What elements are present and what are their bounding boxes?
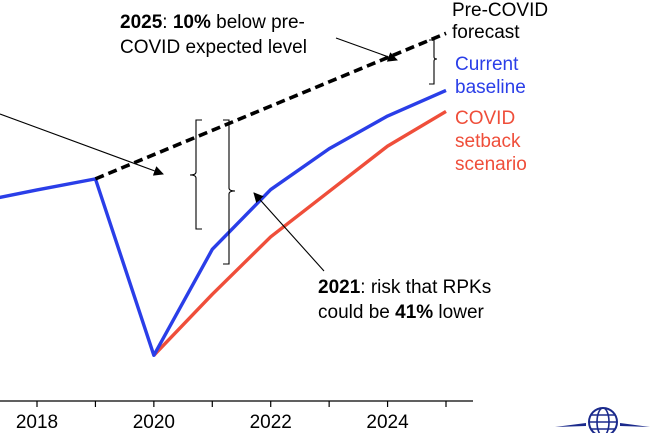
x-tick-label-2020: 2020 [133,412,175,433]
brace-2025-gap [429,39,438,85]
x-axis: 2018 2020 2022 2024 [0,400,473,433]
label-baseline-line1: Current [455,54,519,75]
x-tick-label-2022: 2022 [250,412,292,433]
annotation-2021-line2: could be 41% lower [318,302,485,323]
brace-2021-gap-left [189,119,202,230]
annotation-2025-text2: below pre- [211,12,305,33]
annotation-2025-line2: COVID expected level [120,37,307,58]
label-setback-line2: setback [455,131,521,152]
label-baseline-line2: baseline [455,77,526,98]
label-setback-line3: scenario [455,154,527,175]
series-covid-setback [152,109,447,357]
annotation-2021-pre: could be [318,302,395,323]
brace-2021-gap-right [223,119,236,265]
x-tick-label-2024: 2024 [366,412,409,433]
annotation-2025-pct: 10% [173,12,211,33]
series-current-baseline [0,88,447,357]
annotation-2021-text1: : risk that RPKs [360,277,491,298]
x-tick-label-2018: 2018 [16,412,58,433]
arrow-2025-annotation [335,37,398,62]
label-pre-covid-line1: Pre-COVID [452,0,548,21]
annotation-2025-line1: 2025: 10% below pre- [120,12,305,33]
annotation-2021-year: 2021 [318,277,361,298]
arrow-left-annotation [0,113,164,176]
annotation-2021-line1: 2021: risk that RPKs [318,277,491,298]
annotation-2025-year: 2025 [120,12,163,33]
label-setback-line1: COVID [455,108,515,129]
label-pre-covid-line2: forecast [452,22,520,43]
annotation-2021-pct: 41% [395,302,433,323]
x-tick-marks [36,401,447,407]
annotation-2025-text1: : [162,12,173,33]
globe-logo-icon [555,407,650,433]
annotation-2021-post: lower [433,302,484,323]
arrow-2021-annotation [253,192,325,272]
